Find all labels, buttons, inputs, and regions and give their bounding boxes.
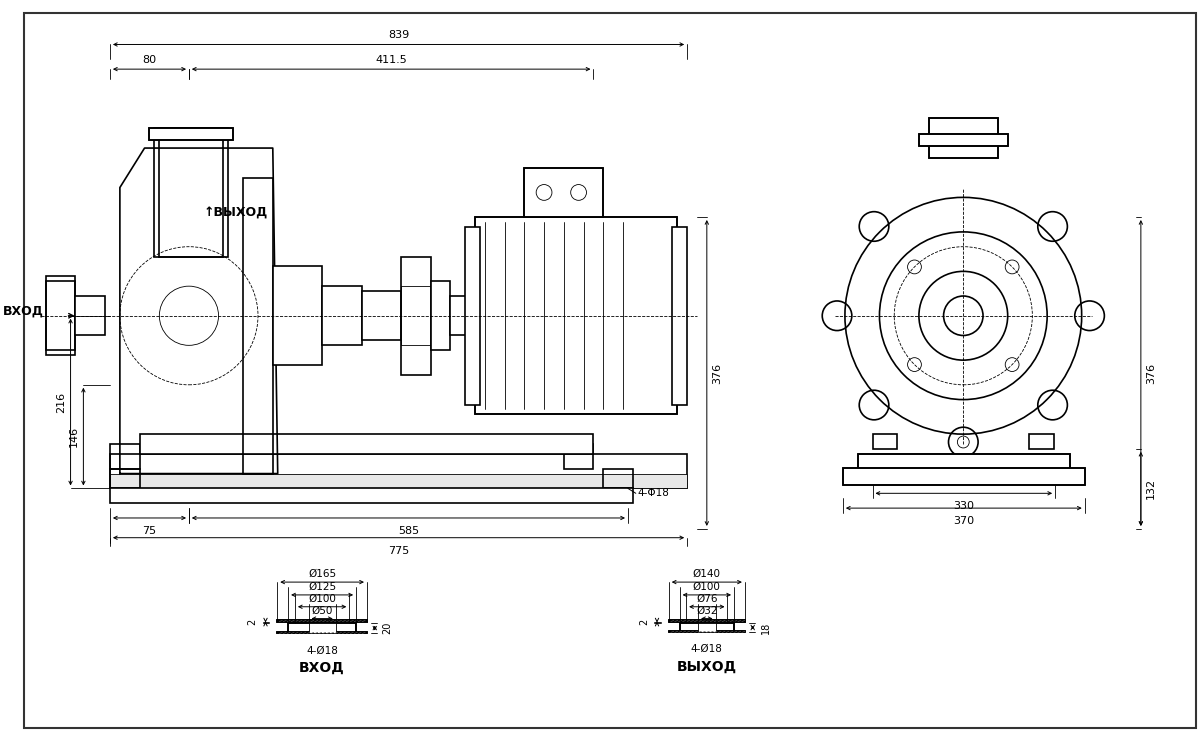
Bar (110, 473, 687, 488)
Bar (149, 128, 234, 140)
Bar (669, 620, 745, 622)
Text: 376: 376 (712, 362, 721, 384)
Text: 330: 330 (954, 501, 974, 511)
Text: 18: 18 (761, 622, 771, 634)
Text: Ø140: Ø140 (692, 569, 721, 579)
Text: 370: 370 (954, 516, 974, 526)
Text: Ø76: Ø76 (696, 594, 718, 604)
Bar (401, 256, 431, 375)
Bar (277, 620, 367, 622)
Bar (1029, 434, 1054, 449)
Text: ↑ВЫХОД: ↑ВЫХОД (203, 206, 268, 219)
Text: ВЫХОД: ВЫХОД (677, 660, 737, 674)
Bar (843, 468, 1085, 485)
Bar (919, 134, 1008, 146)
Bar (110, 488, 633, 503)
Bar (669, 631, 745, 632)
Bar (159, 128, 224, 256)
Bar (873, 434, 897, 449)
Bar (277, 632, 367, 634)
Bar (154, 128, 229, 256)
Text: 4-Ø18: 4-Ø18 (306, 645, 338, 655)
Bar (928, 119, 998, 158)
Text: 132: 132 (1146, 478, 1156, 499)
Text: Ø125: Ø125 (308, 582, 336, 592)
Bar (680, 622, 734, 632)
Text: ВХОД: ВХОД (4, 305, 43, 317)
Text: 411.5: 411.5 (376, 55, 407, 65)
Bar (669, 620, 745, 622)
Bar (401, 286, 431, 345)
Bar (450, 296, 476, 336)
Bar (149, 128, 234, 140)
Bar (669, 631, 745, 632)
Bar (140, 434, 594, 453)
Bar (277, 620, 367, 622)
Text: 775: 775 (388, 545, 409, 556)
Text: Ø100: Ø100 (308, 594, 336, 604)
Bar (698, 622, 715, 632)
Bar (524, 167, 603, 217)
Bar (928, 119, 998, 158)
Bar (308, 622, 336, 634)
Text: 376: 376 (1146, 362, 1156, 384)
Text: 20: 20 (383, 622, 393, 634)
Bar (476, 217, 677, 414)
Bar (857, 453, 1070, 468)
Bar (46, 276, 76, 355)
Bar (431, 282, 450, 350)
Bar (110, 453, 687, 488)
Bar (563, 444, 594, 468)
Bar (843, 468, 1085, 485)
Text: 839: 839 (388, 30, 409, 39)
Bar (465, 227, 480, 405)
Bar (672, 227, 687, 405)
Bar (76, 296, 105, 336)
Bar (857, 453, 1070, 468)
Text: 216: 216 (55, 391, 66, 413)
Bar (603, 468, 633, 488)
Text: 585: 585 (397, 526, 419, 536)
Bar (273, 267, 323, 365)
Text: Ø50: Ø50 (312, 605, 332, 616)
Text: 2: 2 (248, 619, 258, 625)
Bar (323, 286, 361, 345)
Bar (680, 622, 734, 632)
Text: Ø165: Ø165 (308, 569, 336, 579)
Text: 80: 80 (142, 55, 157, 65)
Bar (288, 622, 356, 634)
Bar (361, 291, 401, 340)
Bar (476, 217, 677, 414)
Bar (110, 444, 140, 468)
Text: Ø32: Ø32 (696, 605, 718, 616)
Text: 4-Φ18: 4-Φ18 (638, 488, 669, 498)
Bar (110, 468, 140, 488)
Text: Ø100: Ø100 (692, 582, 721, 592)
Bar (46, 282, 76, 350)
Bar (277, 632, 367, 634)
Text: 2: 2 (639, 619, 649, 625)
Text: 4-Ø18: 4-Ø18 (691, 644, 722, 654)
Text: 146: 146 (69, 426, 78, 447)
Text: ВХОД: ВХОД (300, 661, 346, 675)
Bar (288, 622, 356, 634)
Text: 75: 75 (142, 526, 157, 536)
Bar (919, 134, 1008, 146)
Bar (243, 178, 273, 473)
Bar (524, 167, 603, 217)
